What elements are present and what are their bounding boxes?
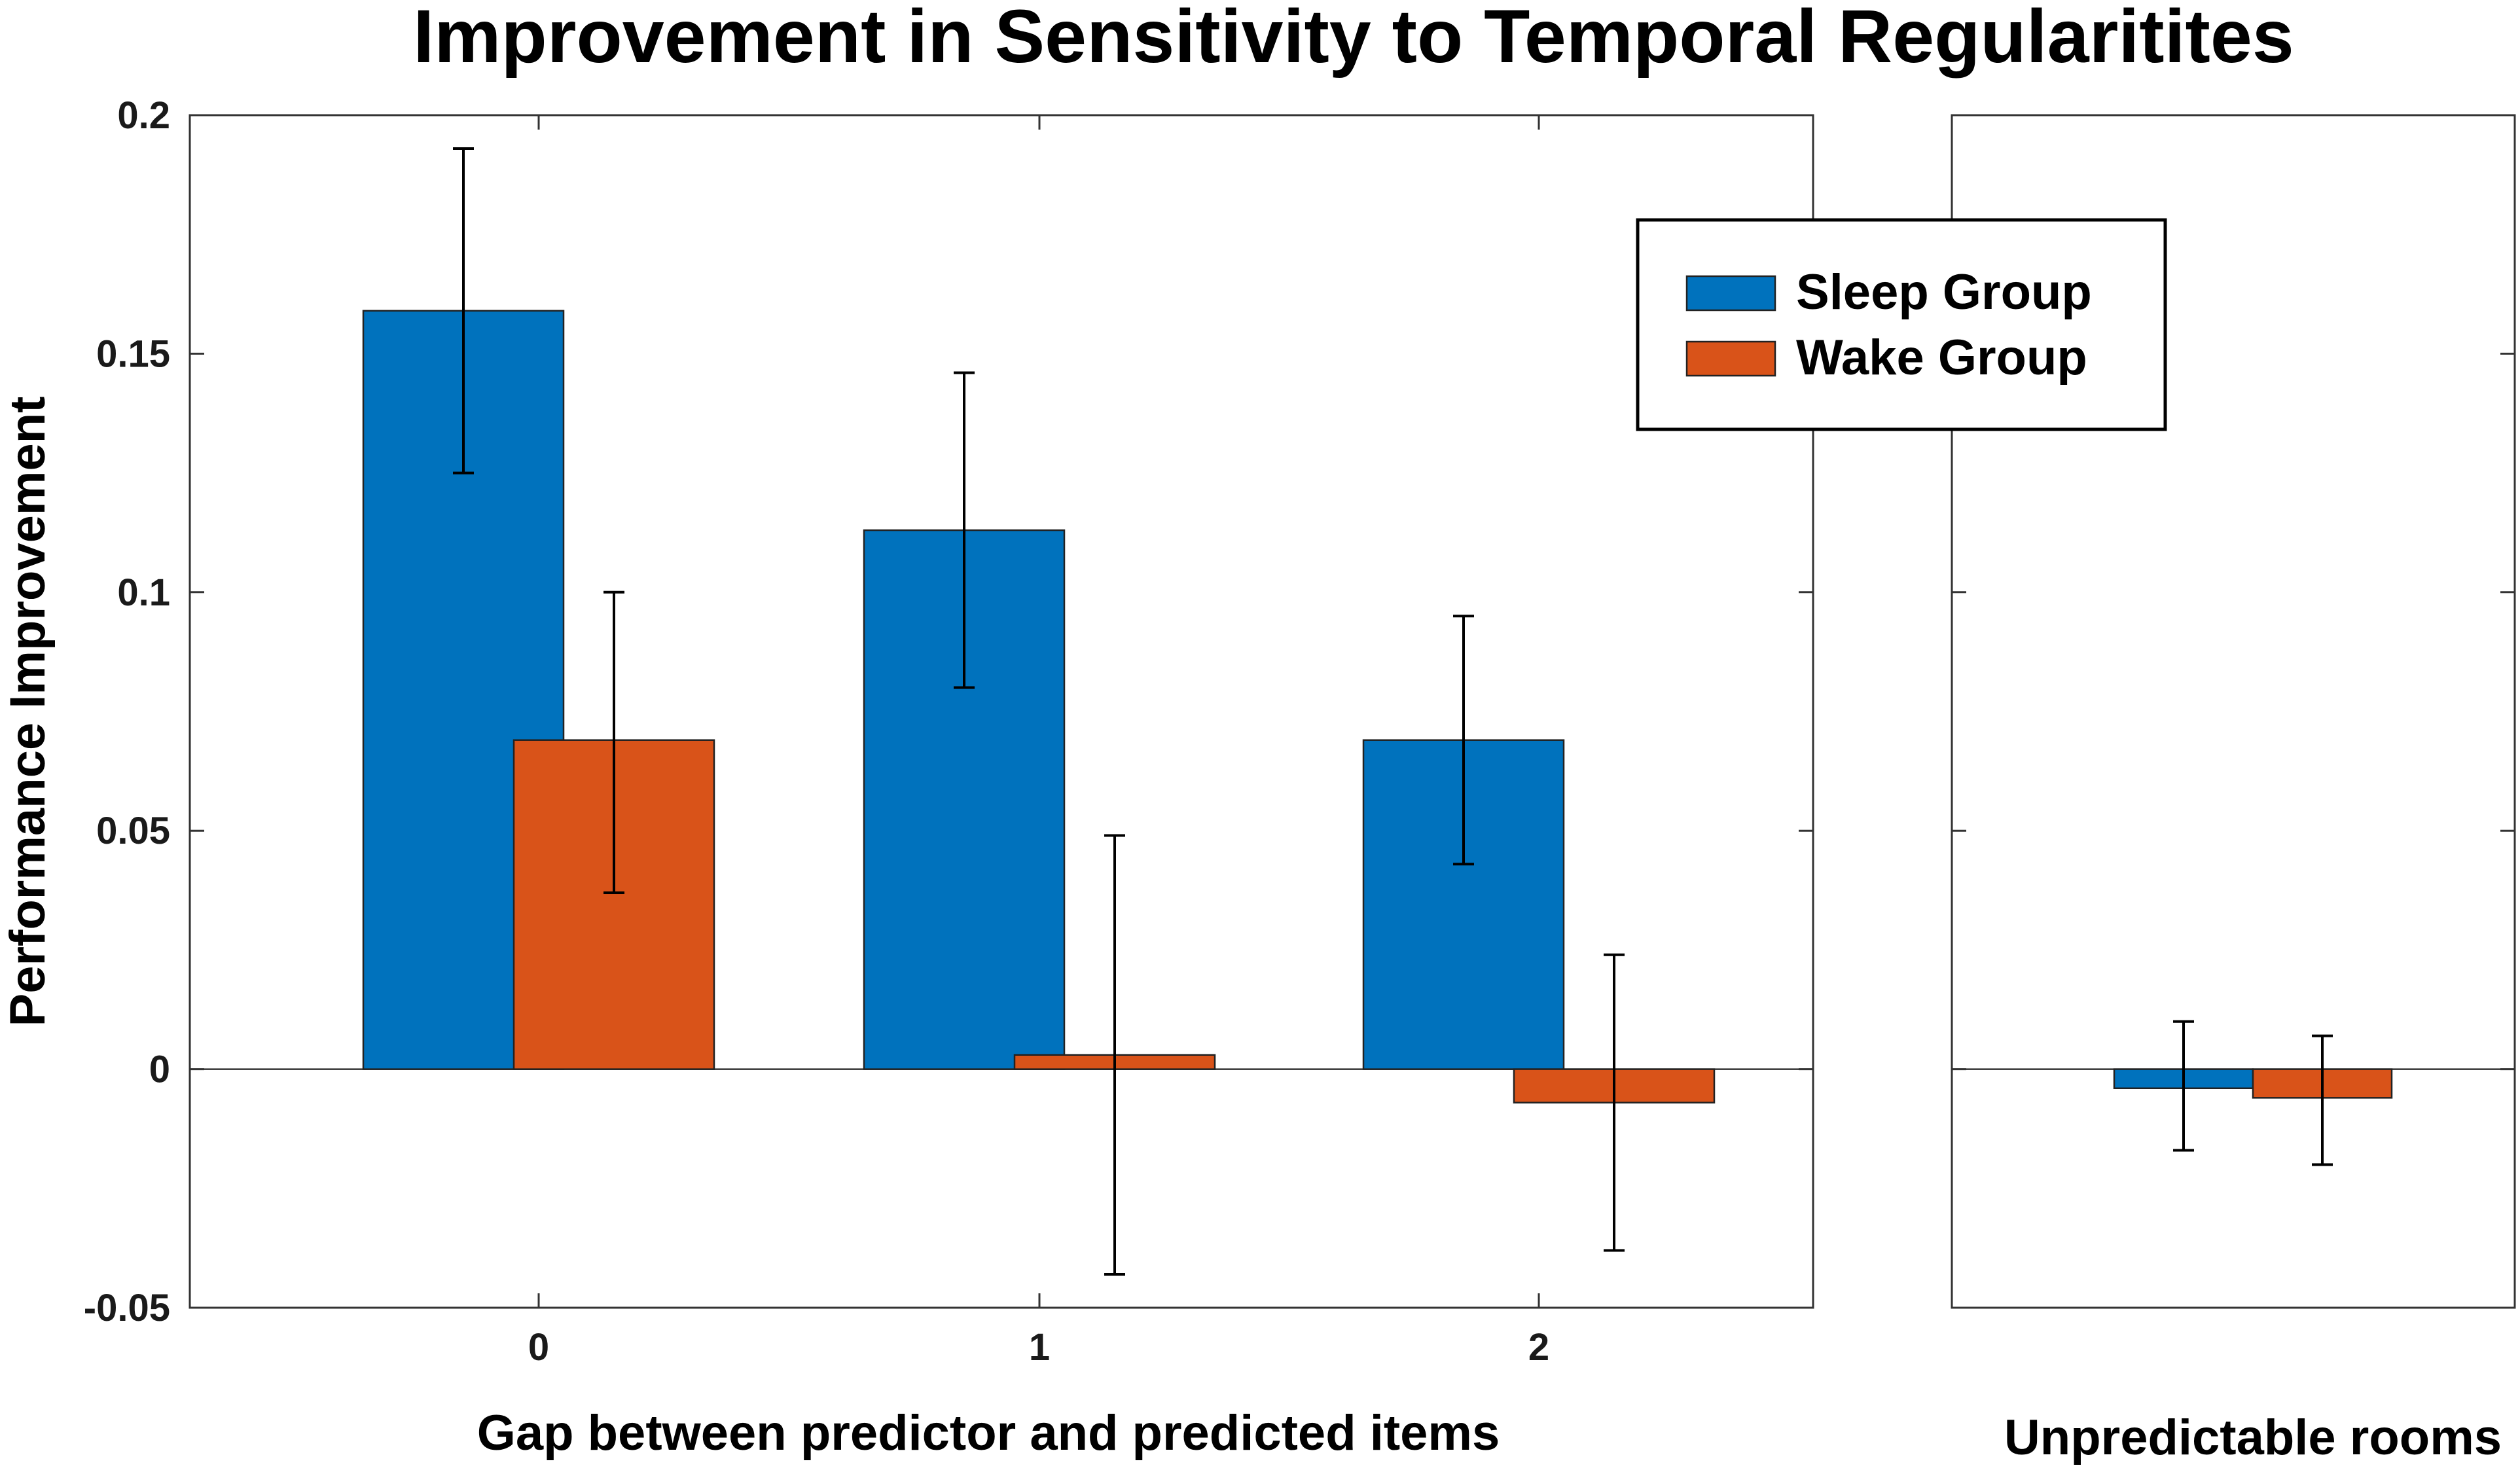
legend-swatch-sleep <box>1685 275 1776 312</box>
error-bar <box>453 147 474 475</box>
x-axis-label-main: Gap between predictor and predicted item… <box>477 1405 1500 1461</box>
legend-swatch-wake <box>1685 340 1776 377</box>
main-panel: -0.05 0 0.05 0.1 0.15 0.2 0 1 2 <box>84 94 1814 1369</box>
chart-title: Improvement in Sensitivity to Temporal R… <box>413 0 2294 79</box>
legend: Sleep Group Wake Group <box>1636 218 2167 431</box>
legend-label-wake: Wake Group <box>1796 330 2087 386</box>
y-axis-label: Performance Improvement <box>0 397 56 1027</box>
y-tick-label: 0 <box>149 1049 170 1091</box>
error-bar <box>1604 953 1625 1252</box>
legend-label-sleep: Sleep Group <box>1796 264 2092 320</box>
unpredictable-panel <box>1951 114 2516 1309</box>
error-bar <box>2312 1034 2333 1166</box>
legend-box <box>1636 218 2167 431</box>
main-plot-frame <box>189 114 1814 1309</box>
y-tick-label: -0.05 <box>84 1287 170 1329</box>
y-tick-label: 0.1 <box>117 571 170 614</box>
x-tick-label: 1 <box>1029 1326 1050 1369</box>
error-bar <box>1453 615 1474 866</box>
error-bar <box>603 590 624 894</box>
x-tick-label: 0 <box>528 1326 549 1369</box>
error-bar <box>2173 1020 2194 1152</box>
error-bar <box>1104 834 1125 1276</box>
unpredictable-plot-frame <box>1951 114 2516 1309</box>
y-tick-label: 0.05 <box>96 810 170 852</box>
error-bar <box>954 371 975 689</box>
y-tick-label: 0.15 <box>96 332 170 375</box>
x-tick-label: 2 <box>1528 1326 1549 1369</box>
y-tick-label: 0.2 <box>117 94 170 137</box>
x-axis-label-unpredictable: Unpredictable rooms <box>2004 1410 2502 1465</box>
